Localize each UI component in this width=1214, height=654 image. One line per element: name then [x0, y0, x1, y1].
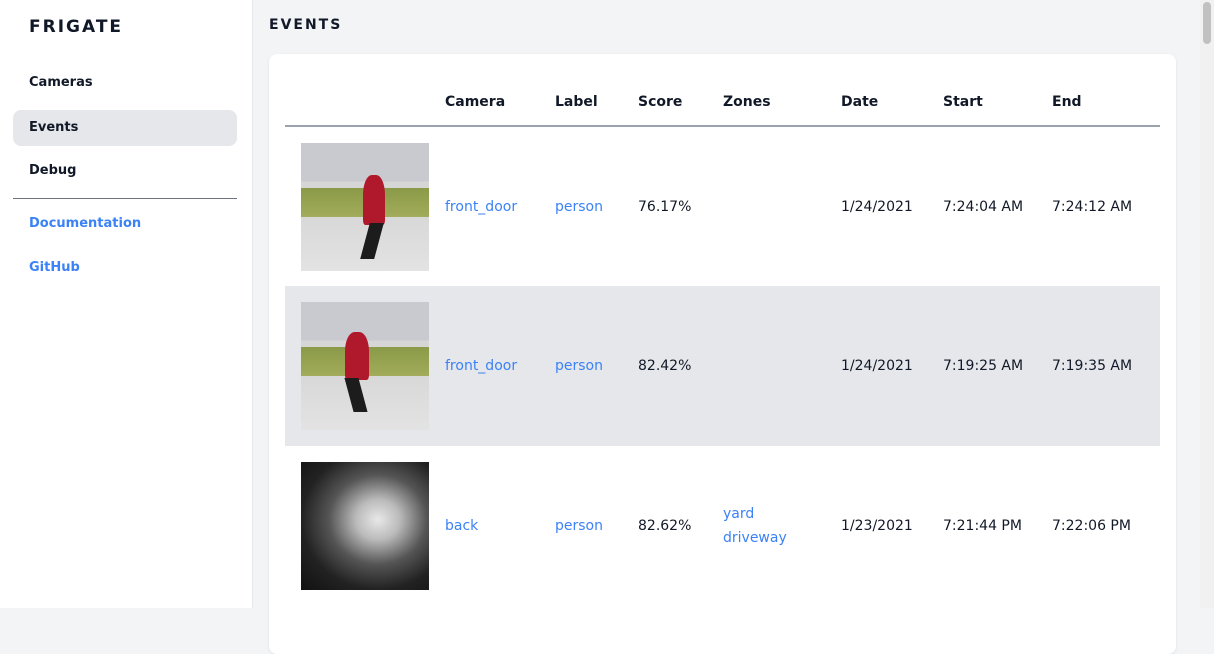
score: 76.17%	[638, 198, 692, 215]
sidebar-item-debug[interactable]: Debug	[29, 163, 77, 178]
col-thumbnail	[285, 78, 445, 127]
col-score: Score	[638, 78, 723, 127]
col-start: Start	[943, 78, 1052, 127]
link-github[interactable]: GitHub	[29, 260, 80, 275]
events-card: Camera Label Score Zones Date Start End …	[269, 54, 1176, 654]
sidebar-item-cameras[interactable]: Cameras	[29, 75, 93, 90]
score: 82.62%	[638, 518, 692, 534]
table-row[interactable]: front_door person 76.17% 1/24/2021 7:24:…	[285, 126, 1160, 286]
event-thumbnail[interactable]	[301, 142, 429, 271]
end-time: 7:22:06 PM	[1052, 518, 1131, 534]
camera-link[interactable]: back	[445, 518, 479, 534]
table-row[interactable]: back person 82.62% yard driveway 1/23/202…	[285, 446, 1160, 606]
score: 82.42%	[638, 286, 723, 446]
label-link[interactable]: person	[555, 286, 638, 446]
col-end: End	[1052, 78, 1160, 127]
start-time: 7:24:04 AM	[943, 198, 1024, 215]
sidebar: FRIGATE Cameras Events Debug Documentati…	[0, 0, 253, 608]
date: 1/24/2021	[841, 286, 943, 446]
col-label: Label	[555, 78, 638, 127]
label-link[interactable]: person	[555, 518, 603, 534]
page-title: EVENTS	[269, 17, 343, 33]
zones	[723, 126, 841, 286]
col-zones: Zones	[723, 78, 841, 127]
divider	[13, 198, 237, 199]
table-row[interactable]: front_door person 82.42% 1/24/2021 7:19:…	[285, 286, 1160, 446]
label-link[interactable]: person	[555, 198, 603, 215]
col-date: Date	[841, 78, 943, 127]
event-thumbnail[interactable]	[301, 462, 429, 590]
col-camera: Camera	[445, 78, 555, 127]
zones: yard driveway	[723, 446, 841, 606]
event-thumbnail[interactable]	[301, 302, 429, 430]
events-table: Camera Label Score Zones Date Start End …	[285, 78, 1160, 606]
camera-link[interactable]: front_door	[445, 286, 555, 446]
date: 1/23/2021	[841, 518, 913, 534]
start-time: 7:19:25 AM	[943, 286, 1052, 446]
scrollbar[interactable]	[1200, 0, 1214, 608]
date: 1/24/2021	[841, 198, 913, 215]
camera-link[interactable]: front_door	[445, 198, 518, 215]
zones	[723, 286, 841, 446]
scrollbar-thumb[interactable]	[1203, 2, 1211, 44]
brand-logo: FRIGATE	[29, 17, 124, 37]
start-time: 7:21:44 PM	[943, 518, 1022, 534]
zone-yard[interactable]: yard	[723, 506, 755, 522]
zone-driveway[interactable]: driveway	[723, 530, 787, 546]
end-time: 7:19:35 AM	[1052, 286, 1160, 446]
link-documentation[interactable]: Documentation	[29, 216, 142, 231]
end-time: 7:24:12 AM	[1052, 198, 1133, 215]
sidebar-item-events[interactable]: Events	[13, 110, 237, 146]
